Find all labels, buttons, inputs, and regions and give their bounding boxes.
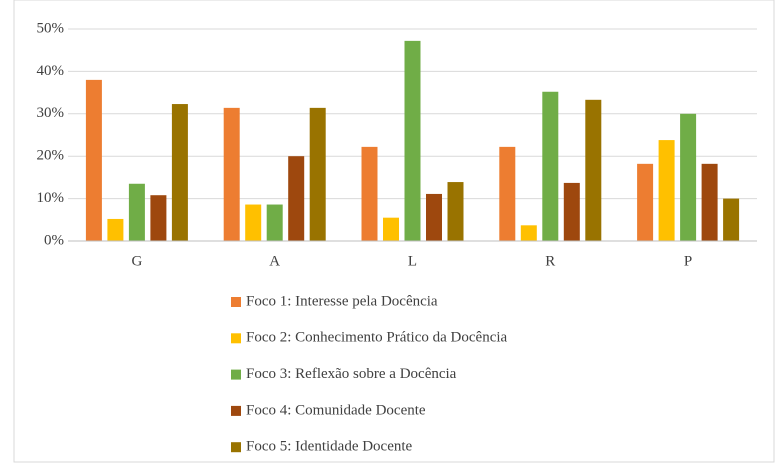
- x-tick-label: P: [684, 253, 692, 269]
- legend-label: Foco 1: Interesse pela Docência: [246, 293, 438, 309]
- bar: [223, 107, 240, 241]
- legend-label: Foco 4: Comunidade Docente: [246, 402, 426, 418]
- y-tick-label: 30%: [37, 105, 65, 121]
- bar: [658, 140, 675, 241]
- bar: [637, 163, 654, 241]
- bar: [404, 40, 421, 241]
- bar: [266, 204, 283, 241]
- bar: [383, 217, 399, 241]
- legend-swatch: [231, 333, 241, 344]
- y-tick-label: 20%: [37, 148, 65, 164]
- bar: [309, 107, 326, 241]
- legend-swatch: [231, 297, 241, 307]
- x-tick-label: A: [269, 253, 280, 269]
- bar: [107, 218, 124, 241]
- legend-swatch: [231, 442, 241, 453]
- bar: [85, 79, 102, 241]
- bar: [585, 99, 602, 241]
- bar: [680, 113, 697, 241]
- y-tick-label: 10%: [37, 190, 65, 206]
- y-tick-label: 50%: [37, 20, 65, 36]
- y-tick-label: 0%: [44, 232, 64, 248]
- x-tick-label: R: [545, 253, 555, 269]
- bar: [542, 91, 559, 241]
- bar: [245, 204, 262, 241]
- bar: [701, 163, 718, 241]
- bar: [128, 183, 145, 241]
- bar: [563, 182, 580, 241]
- bar: [426, 193, 442, 241]
- legend-label: Foco 5: Identidade Docente: [246, 439, 413, 455]
- bar: [150, 195, 167, 241]
- y-tick-label: 40%: [37, 63, 65, 79]
- legend-label: Foco 3: Reflexão sobre a Docência: [246, 366, 457, 382]
- bar: [361, 146, 378, 241]
- bar: [288, 156, 305, 241]
- legend-swatch: [231, 405, 241, 416]
- x-tick-label: G: [131, 253, 142, 269]
- x-tick-label: L: [408, 253, 417, 269]
- bar: [171, 104, 188, 241]
- bar: [723, 198, 740, 241]
- bar: [520, 225, 537, 241]
- bar: [447, 182, 464, 241]
- legend-label: Foco 2: Conhecimento Prático da Docência: [246, 330, 508, 346]
- legend-swatch: [231, 369, 241, 380]
- bar: [499, 146, 516, 241]
